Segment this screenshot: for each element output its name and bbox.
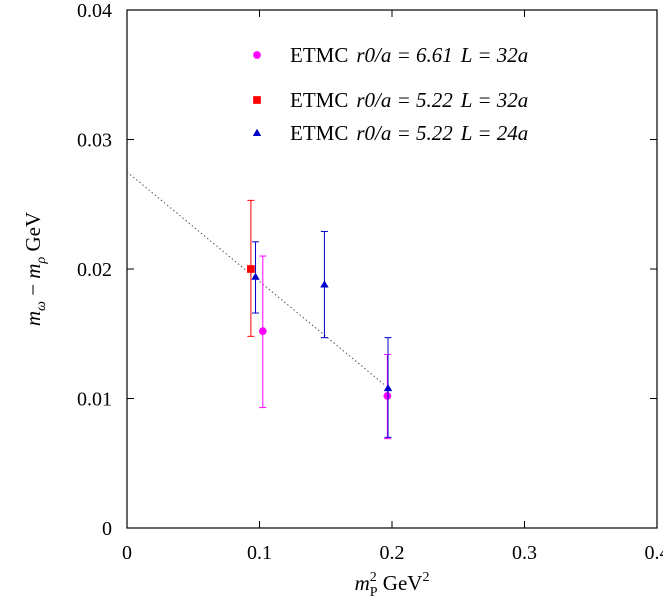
- data-point-square: [247, 265, 255, 273]
- data-point-circle: [383, 392, 392, 400]
- x-tick-label: 0.2: [380, 542, 405, 564]
- data-points: [247, 199, 393, 440]
- legend-param: r0/a = 5.22: [356, 121, 453, 145]
- legend-param: r0/a = 5.22: [356, 88, 453, 112]
- legend-entry-3: ETMC r0/a = 5.22 L = 24a: [290, 121, 528, 145]
- data-point-square: [253, 96, 261, 104]
- legend-entry-2: ETMC r0/a = 5.22 L = 32a: [290, 88, 528, 112]
- legend-size: L = 32a: [460, 43, 528, 67]
- y-tick-label: 0: [102, 518, 112, 540]
- x-axis-label: m2 P GeV2: [355, 570, 430, 600]
- legend-size: L = 32a: [460, 88, 528, 112]
- legend-prefix: ETMC: [290, 43, 348, 67]
- legend-prefix: ETMC: [290, 121, 348, 145]
- y-tick-label: 0.03: [77, 130, 112, 152]
- data-point-circle: [253, 51, 261, 59]
- data-point-triangle: [383, 383, 393, 392]
- legend-param: r0/a = 6.61: [356, 43, 452, 67]
- x-tick-label: 0.3: [512, 542, 537, 564]
- legend-prefix: ETMC: [290, 88, 348, 112]
- x-tick-label: 0.1: [247, 542, 272, 564]
- y-tick-label: 0.04: [77, 0, 112, 22]
- legend: ETMC r0/a = 6.61 L = 32a ETMC r0/a = 5.22 L =…: [252, 43, 528, 145]
- y-tick-label: 0.01: [77, 389, 112, 411]
- data-point-triangle: [252, 128, 262, 136]
- data-point-triangle: [251, 272, 260, 280]
- data-point-circle: [258, 327, 267, 336]
- legend-size: L = 24a: [460, 121, 528, 145]
- y-tick-label: 0.02: [77, 259, 112, 281]
- data-point-triangle: [320, 280, 329, 288]
- x-tick-label: 0.4: [645, 542, 663, 564]
- axes: 0 0.1 0.2 0.3 0.4 0 0.01 0.02 0.03 0.04: [77, 0, 663, 564]
- legend-entry-1: ETMC r0/a = 6.61 L = 32a: [290, 43, 528, 67]
- y-axis-label: mω − mρ GeV: [21, 212, 49, 326]
- x-tick-label: 0: [122, 542, 132, 564]
